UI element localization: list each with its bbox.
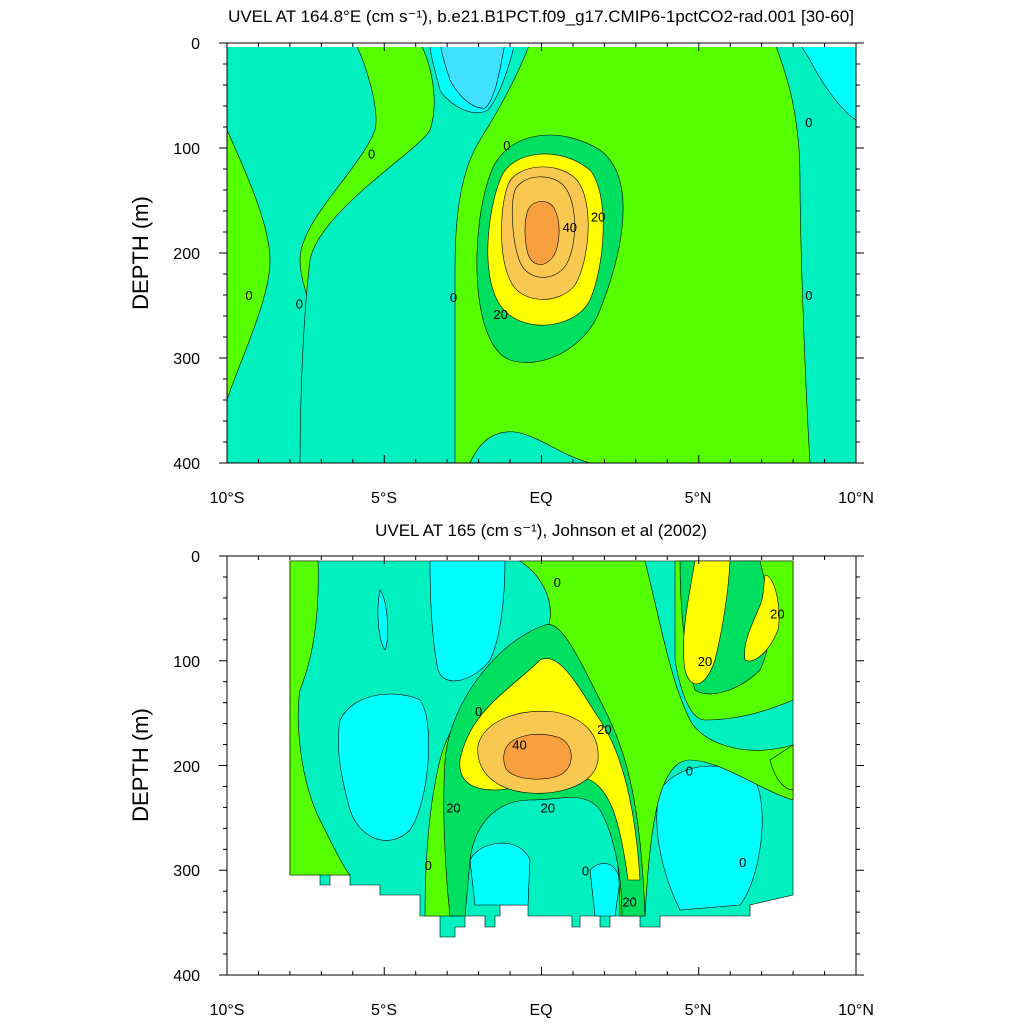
bottom-ytick-400: 400 [173,968,200,985]
top-ytick-400: 400 [173,456,200,473]
bottom-panel-title: UVEL AT 165 (cm s⁻¹), Johnson et al (200… [375,521,707,540]
top-xtick-10N: 10°N [838,490,874,507]
top-xtick-10S: 10°S [210,490,245,507]
top-contour-field [227,43,856,463]
top-xtick-eq: EQ [529,490,552,507]
top-contour-label: 0 [805,288,812,303]
top-ytick-200: 200 [173,246,200,263]
top-xtick-5S: 5°S [371,490,397,507]
bottom-contour-label: 0 [554,575,561,590]
bottom-contour-label: 20 [622,895,636,910]
top-panel-title: UVEL AT 164.8°E (cm s⁻¹), b.e21.B1PCT.f0… [228,7,854,26]
bottom-ticks [219,555,864,976]
bottom-contour-label: 40 [512,738,526,753]
bottom-contour-label: 0 [686,764,693,779]
top-contour-label: 0 [368,146,375,161]
bottom-xtick-10S: 10°S [210,1002,245,1019]
bottom-ytick-200: 200 [173,759,200,776]
top-ytick-0: 0 [191,36,200,53]
bottom-ytick-0: 0 [191,549,200,566]
top-ticks [219,42,864,464]
top-xtick-5N: 5°N [685,490,712,507]
bottom-xtick-eq: EQ [529,1002,552,1019]
top-ylabel: DEPTH (m) [128,196,153,310]
top-contour-label: 0 [296,296,303,311]
top-contour-label: 20 [493,307,507,322]
top-contour-label: 0 [805,115,812,130]
bottom-panel: UVEL AT 165 (cm s⁻¹), Johnson et al (200… [128,521,874,1019]
bottom-contour-field [289,560,794,938]
bottom-ytick-100: 100 [173,654,200,671]
bottom-contour-label: 20 [770,607,784,622]
bottom-contour-label: 0 [475,704,482,719]
top-panel: UVEL AT 164.8°E (cm s⁻¹), b.e21.B1PCT.f0… [128,7,874,507]
bottom-contour-labels: 0 20 20 0 20 40 0 20 20 0 0 0 20 [425,575,785,909]
bottom-xtick-10N: 10°N [838,1002,874,1019]
bottom-contour-label: 20 [597,722,611,737]
top-contour-label: 0 [503,138,510,153]
top-contour-label: 20 [591,209,605,224]
bottom-ytick-300: 300 [173,863,200,880]
bottom-ylabel: DEPTH (m) [128,708,153,822]
top-contour-label: 0 [450,290,457,305]
bottom-contour-label: 0 [425,858,432,873]
top-contour-label: 0 [245,288,252,303]
top-contour-labels: 0 0 0 0 0 0 0 20 40 20 [245,115,812,322]
bottom-contour-label: 20 [446,800,460,815]
bottom-contour-label: 20 [698,654,712,669]
bottom-contour-label: 0 [582,863,589,878]
top-contour-label: 40 [563,220,577,235]
top-ytick-100: 100 [173,141,200,158]
bottom-xtick-5N: 5°N [685,1002,712,1019]
bottom-contour-label: 0 [739,855,746,870]
top-ytick-300: 300 [173,351,200,368]
bottom-contour-label: 20 [541,800,555,815]
bottom-xtick-5S: 5°S [371,1002,397,1019]
